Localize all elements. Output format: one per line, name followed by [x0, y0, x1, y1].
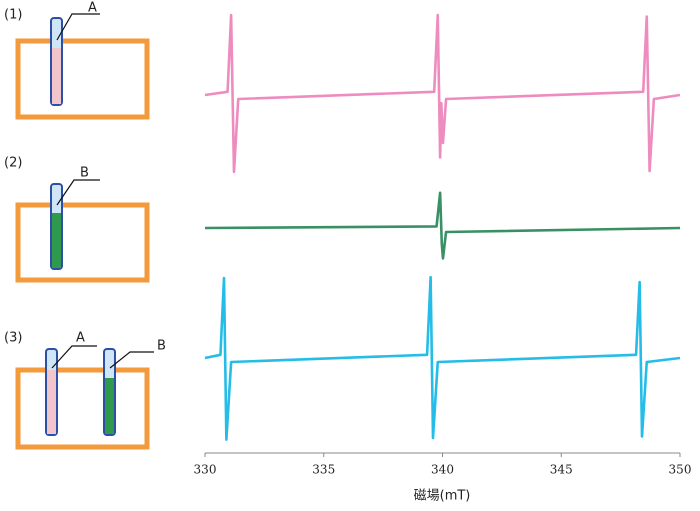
sample [47, 370, 56, 434]
tube-label: A [76, 331, 85, 346]
spectrum-line [204, 191, 681, 260]
sample [52, 213, 61, 268]
panel-label: (2) [4, 156, 22, 171]
tube-label: B [157, 339, 166, 354]
spectrum-line [204, 13, 681, 174]
spectrum-line [204, 275, 681, 441]
leader [51, 345, 97, 369]
x-tick-label: 350 [669, 463, 692, 477]
sample [52, 48, 61, 104]
x-axis-label: 磁場(mT) [414, 489, 471, 504]
sample [105, 378, 114, 434]
x-tick-label: 330 [194, 463, 217, 477]
tube-label: B [80, 166, 89, 181]
x-tick-label: 340 [431, 463, 454, 477]
panel-label: (1) [4, 8, 22, 23]
cavity [15, 367, 150, 450]
leader [56, 179, 100, 206]
cavity [15, 38, 150, 120]
leader [109, 351, 154, 369]
cavity [15, 202, 150, 283]
tube-label: A [88, 1, 97, 16]
x-tick-label: 345 [550, 463, 573, 477]
leader [56, 13, 100, 41]
panel-label: (3) [4, 331, 22, 346]
x-tick-label: 335 [312, 463, 335, 477]
